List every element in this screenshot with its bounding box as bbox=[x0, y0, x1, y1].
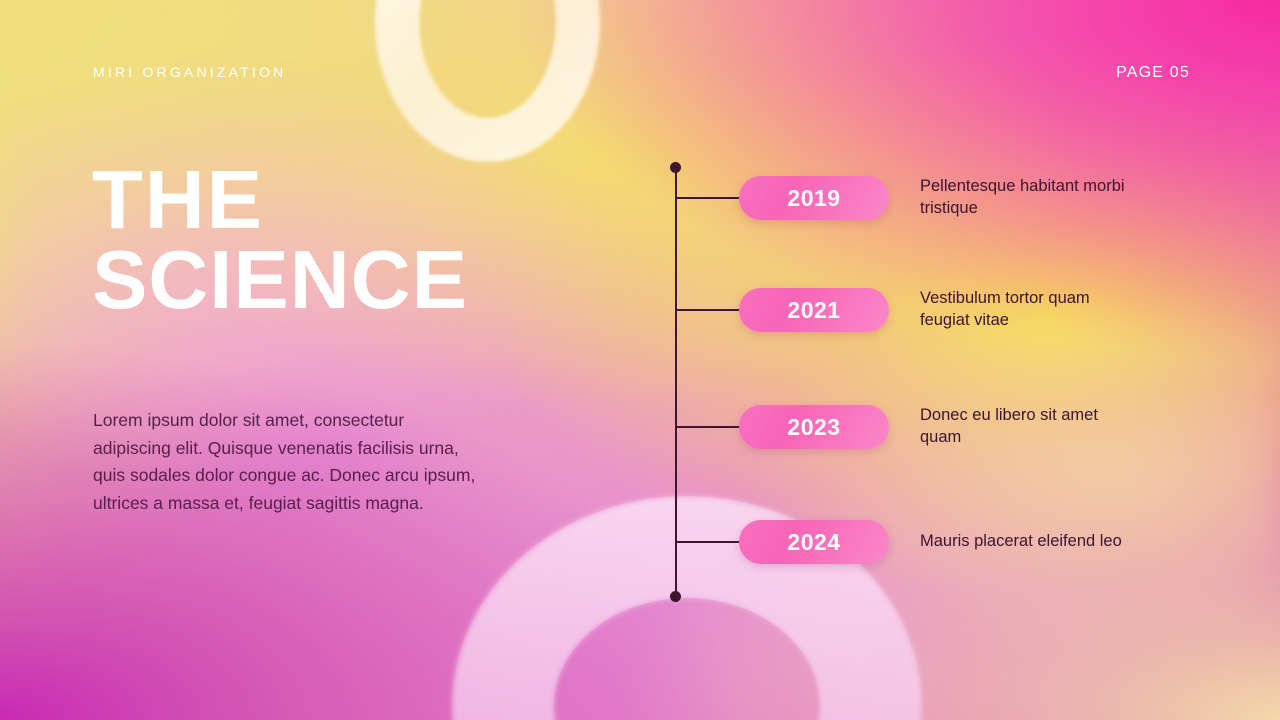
timeline-year-pill[interactable]: 2019 bbox=[739, 176, 889, 220]
timeline-item-2024[interactable]: 2024 Mauris placerat eleifend leo bbox=[675, 519, 1135, 565]
body-paragraph: Lorem ipsum dolor sit amet, consectetur … bbox=[93, 410, 476, 513]
timeline-year-label: 2023 bbox=[787, 413, 841, 440]
timeline-connector bbox=[675, 309, 739, 311]
timeline-year-label: 2021 bbox=[787, 296, 841, 323]
timeline-description: Vestibulum tortor quam feugiat vitae bbox=[920, 289, 1090, 329]
timeline-year-pill[interactable]: 2023 bbox=[739, 405, 889, 449]
brand-label: MIRI ORGANIZATION bbox=[93, 64, 287, 80]
page-title-line-1: THE bbox=[92, 153, 264, 246]
timeline-year-label: 2024 bbox=[787, 528, 841, 555]
page-title: THE SCIENCE bbox=[92, 153, 612, 326]
timeline-description: Pellentesque habitant morbi tristique bbox=[920, 177, 1125, 217]
timeline-description: Donec eu libero sit amet quam bbox=[920, 406, 1098, 446]
timeline-year-pill[interactable]: 2021 bbox=[739, 288, 889, 332]
timeline-item-2023[interactable]: 2023 Donec eu libero sit amet quam bbox=[675, 404, 1135, 450]
timeline-description: Mauris placerat eleifend leo bbox=[920, 532, 1122, 551]
timeline-item-2021[interactable]: 2021 Vestibulum tortor quam feugiat vita… bbox=[675, 287, 1135, 333]
timeline-year-pill[interactable]: 2024 bbox=[739, 520, 889, 564]
page-number: PAGE 05 bbox=[1116, 64, 1190, 81]
timeline-connector bbox=[675, 541, 739, 543]
timeline-connector bbox=[675, 197, 739, 199]
timeline-year-label: 2019 bbox=[787, 184, 841, 211]
timeline-connector bbox=[675, 426, 739, 428]
timeline-item-2019[interactable]: 2019 Pellentesque habitant morbi tristiq… bbox=[675, 175, 1135, 221]
page-title-line-2: SCIENCE bbox=[92, 232, 468, 326]
